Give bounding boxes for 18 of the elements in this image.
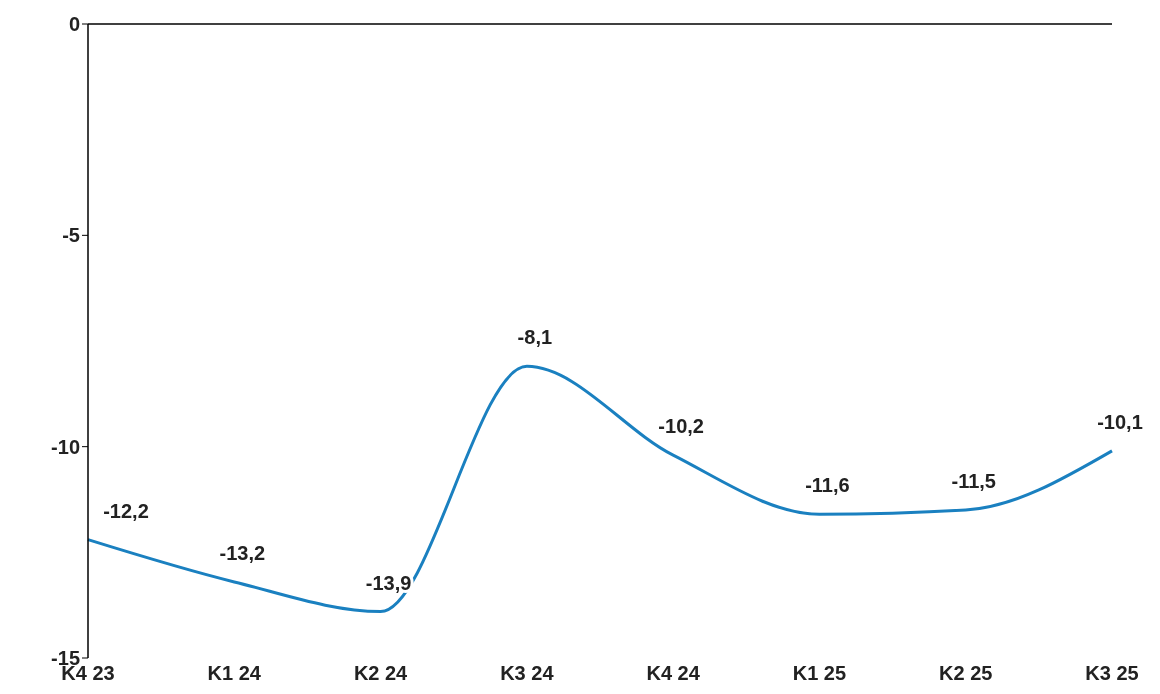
data-label: -8,1 [517, 326, 553, 349]
data-label: -13,2 [219, 541, 266, 564]
y-tick-label: 0 [68, 13, 80, 36]
x-tick-label: K3 25 [1085, 662, 1139, 685]
x-tick-label: K1 24 [207, 662, 262, 685]
x-tick-label: K4 24 [646, 662, 701, 685]
data-label: -12,2 [103, 499, 149, 522]
y-tick-label: -5 [62, 224, 80, 247]
data-label: -13,9 [365, 571, 412, 594]
y-tick-label: -10 [51, 435, 80, 458]
x-tick-label: K2 24 [353, 662, 409, 685]
data-label: -10,2 [658, 415, 704, 438]
data-label: -11,6 [805, 474, 850, 497]
x-tick-label: K2 25 [939, 662, 993, 685]
x-tick-label: K1 25 [792, 662, 847, 685]
data-label: -10,1 [1097, 410, 1143, 433]
x-tick-label: K3 24 [500, 662, 555, 685]
data-label: -11,5 [951, 470, 996, 493]
